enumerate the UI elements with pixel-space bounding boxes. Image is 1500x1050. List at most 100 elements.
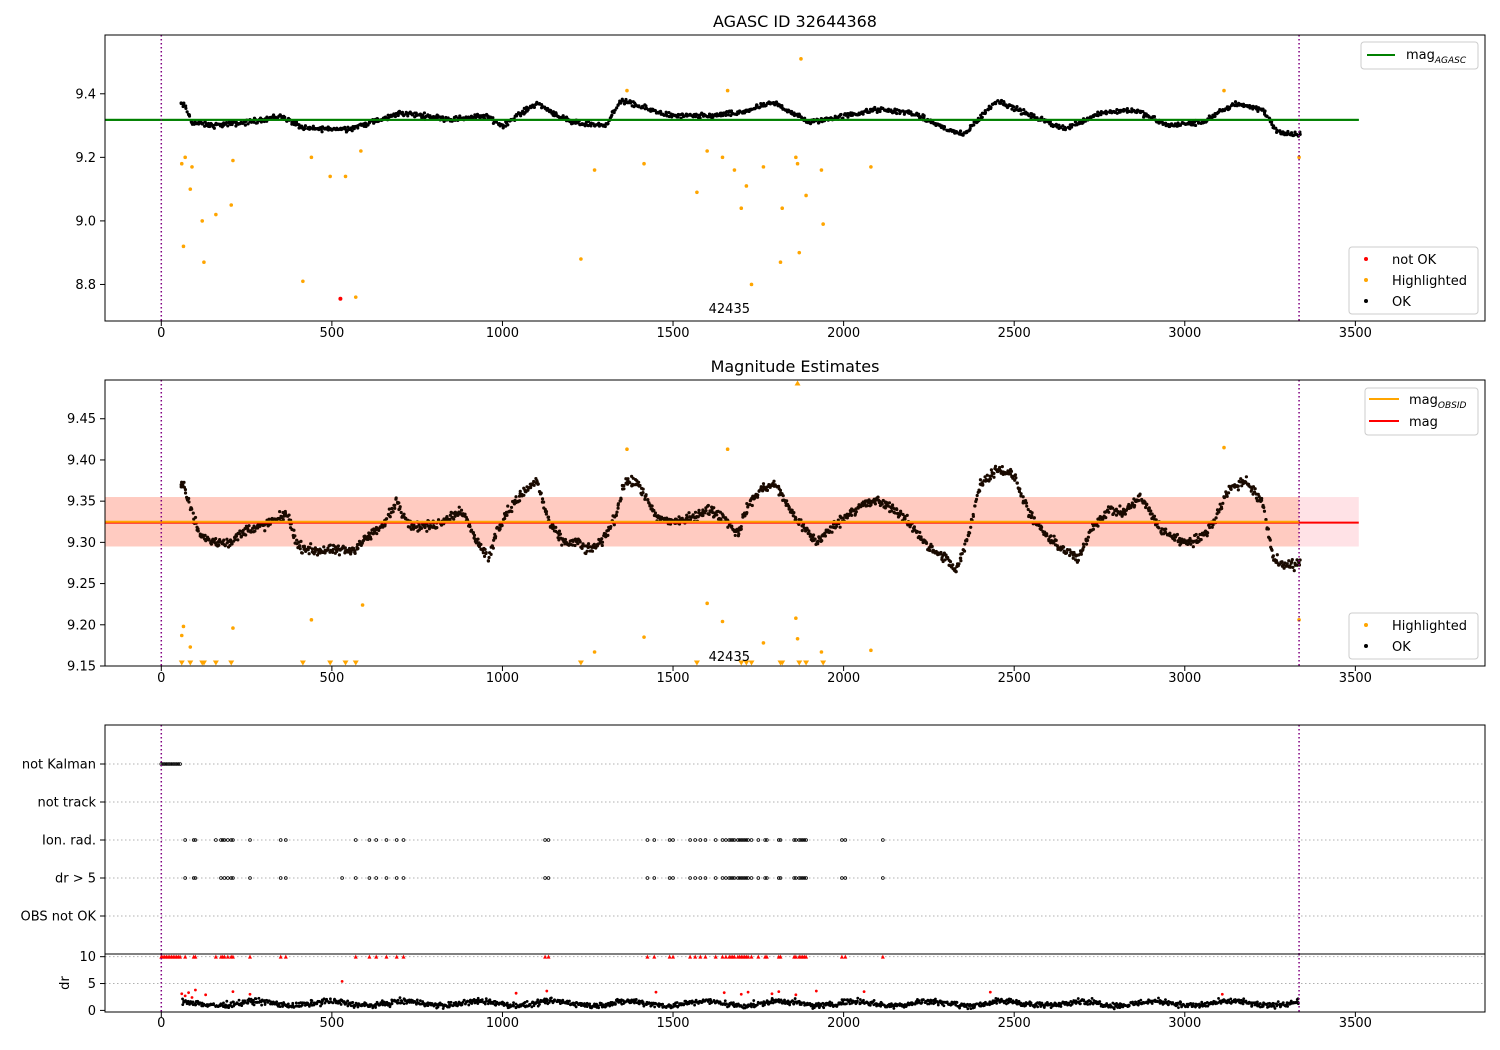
- dr-point: [194, 1003, 198, 1007]
- dr-point: [1041, 1003, 1045, 1007]
- dr-point: [792, 1002, 796, 1006]
- flag-point: [164, 762, 169, 766]
- ok-point: [295, 538, 299, 542]
- ok-point: [267, 517, 271, 521]
- highlighted-point: [642, 161, 646, 166]
- ok-point: [694, 112, 698, 116]
- flag-point: [671, 876, 675, 880]
- highlighted-point: [795, 161, 800, 166]
- dr-highlight-point: [739, 992, 743, 996]
- dr-point: [484, 997, 488, 1001]
- ok-point: [539, 491, 543, 495]
- dr-point: [613, 1002, 617, 1006]
- ok-point: [954, 570, 958, 574]
- dr-point: [585, 1005, 589, 1008]
- ok-point: [226, 124, 230, 128]
- highlighted-point: [229, 203, 234, 207]
- flag-category-label: OBS not OK: [21, 910, 97, 925]
- ok-point: [491, 116, 495, 120]
- ok-point: [1277, 563, 1281, 567]
- ok-point: [481, 551, 485, 555]
- ok-point: [738, 109, 742, 113]
- dr-point: [454, 1001, 458, 1005]
- ok-point: [298, 547, 302, 551]
- dr-clipped-marker: [367, 954, 372, 959]
- highlighted-point: [625, 447, 629, 452]
- ok-point: [517, 494, 522, 498]
- ok-point: [1171, 536, 1175, 540]
- dr-highlight-point: [340, 979, 344, 983]
- below-range-marker: [743, 660, 750, 666]
- highlighted-point: [720, 619, 725, 624]
- ok-point: [757, 489, 761, 493]
- ok-point: [1000, 464, 1004, 469]
- flag-point: [401, 876, 406, 880]
- highlighted-point: [1297, 618, 1301, 622]
- ok-point: [1239, 477, 1243, 481]
- ok-point: [1178, 123, 1183, 127]
- ok-point: [1049, 534, 1053, 538]
- ok-point: [482, 554, 487, 559]
- dr-point: [418, 999, 422, 1003]
- ok-point: [984, 479, 989, 483]
- highlighted-point: [353, 295, 358, 299]
- ok-point: [918, 530, 922, 534]
- flag-category-label: Ion. rad.: [42, 834, 96, 849]
- dr-point: [965, 1003, 968, 1007]
- dr-point: [831, 1005, 835, 1008]
- ok-point: [880, 501, 884, 505]
- ok-point: [287, 513, 291, 517]
- ok-point: [1226, 491, 1231, 495]
- flag-point: [229, 838, 234, 842]
- below-range-marker: [796, 660, 803, 666]
- ok-point: [959, 556, 963, 560]
- legend-mag-agasc: magAGASC: [1406, 48, 1467, 66]
- highlighted-point: [183, 155, 187, 160]
- ok-point: [1017, 489, 1022, 494]
- ok-point: [506, 504, 510, 508]
- legend-ok: OK: [1392, 295, 1411, 310]
- ok-point: [903, 517, 907, 521]
- dr-point: [849, 998, 852, 1001]
- dr-point: [530, 1005, 534, 1009]
- ok-point: [1271, 124, 1276, 128]
- ok-point: [1233, 100, 1238, 104]
- ok-point: [1018, 487, 1022, 491]
- ok-point: [1045, 533, 1049, 537]
- dr-point: [239, 1001, 243, 1005]
- ok-point: [576, 542, 580, 546]
- ok-point: [765, 488, 769, 492]
- ok-point: [292, 528, 296, 532]
- ok-point: [1064, 551, 1068, 555]
- y-tick-label: 9.45: [67, 412, 96, 427]
- ok-point: [893, 511, 897, 515]
- dr-point: [181, 1003, 185, 1007]
- dr-highlight-point: [722, 991, 726, 995]
- ok-point: [1222, 495, 1226, 500]
- ok-point: [608, 526, 612, 530]
- ok-point: [1150, 512, 1154, 516]
- flag-point: [162, 762, 167, 766]
- ok-point: [283, 115, 287, 119]
- ok-point: [733, 533, 737, 538]
- ok-point: [243, 123, 247, 127]
- flag-point: [698, 838, 703, 842]
- ok-point: [388, 515, 392, 519]
- dr-clipped-marker: [278, 954, 283, 959]
- ok-point: [425, 529, 429, 533]
- highlighted-point: [188, 645, 193, 649]
- ok-point: [1115, 107, 1119, 112]
- dr-point: [1059, 1005, 1063, 1008]
- flag-category-label: not track: [37, 796, 96, 811]
- dr-clipped-marker: [746, 954, 751, 959]
- ok-point: [1164, 527, 1168, 531]
- ok-point: [1032, 516, 1036, 520]
- flag-point: [171, 762, 176, 766]
- ok-point: [1282, 566, 1286, 570]
- flag-point: [176, 762, 181, 766]
- dr-point: [306, 1001, 309, 1005]
- ok-point: [1176, 540, 1180, 544]
- ok-point: [969, 525, 973, 529]
- ok-point: [187, 496, 191, 501]
- ok-point: [294, 120, 299, 124]
